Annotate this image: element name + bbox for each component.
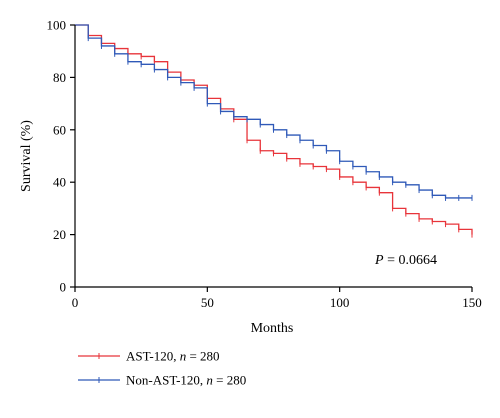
p-symbol: P	[374, 253, 384, 268]
y-tick-label: 100	[47, 18, 67, 33]
x-tick-label: 100	[330, 295, 350, 310]
y-tick-label: 20	[53, 227, 66, 242]
y-tick-label: 0	[60, 280, 67, 295]
axes	[74, 25, 472, 288]
y-tick-label: 80	[53, 70, 66, 85]
series-line-1	[75, 24, 472, 199]
x-axis-title: Months	[251, 321, 294, 336]
y-tick-label: 60	[53, 122, 66, 137]
y-tick-label: 40	[53, 175, 66, 190]
legend-item-0: AST-120, n = 280	[78, 349, 220, 364]
x-tick-label: 0	[72, 295, 79, 310]
legend-label: AST-120, n = 280	[126, 349, 220, 364]
p-value-annotation: P = 0.0664	[374, 253, 437, 268]
x-tick-label: 150	[462, 295, 482, 310]
ticks: 0 20 40 60 80 100 0 50 100 150	[47, 18, 482, 311]
legend-item-1: Non-AST-120, n = 280	[78, 373, 246, 388]
legend: AST-120, n = 280 Non-AST-120, n = 280	[78, 349, 246, 388]
legend-label: Non-AST-120, n = 280	[126, 373, 246, 388]
plot-lines	[75, 24, 473, 238]
x-tick-label: 50	[201, 295, 214, 310]
p-value: = 0.0664	[384, 253, 437, 268]
y-axis-title: Survival (%)	[19, 120, 34, 192]
